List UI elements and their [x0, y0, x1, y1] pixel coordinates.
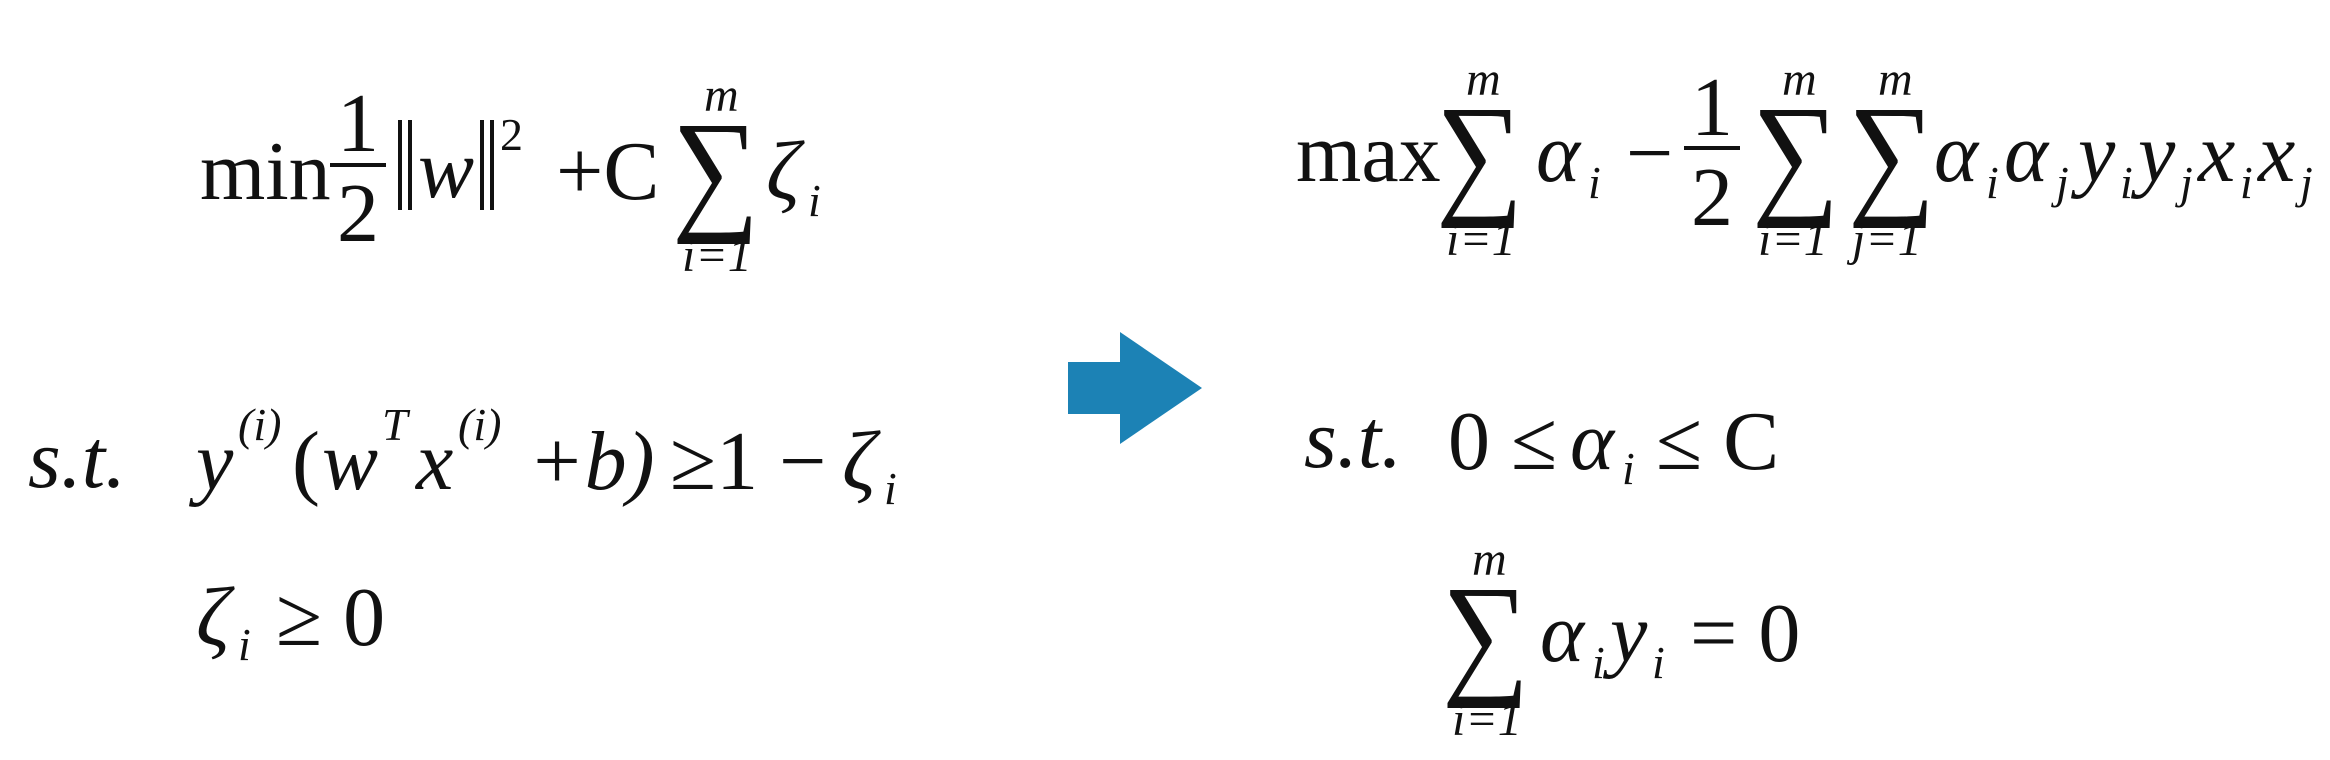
y-superscript: (i)	[238, 399, 282, 450]
geq-one-minus: ≥1 −	[670, 415, 827, 508]
leq-C: ≤ C	[1656, 395, 1780, 488]
half-numerator: 1	[337, 77, 379, 170]
alpha-c1-subscript: i	[1622, 443, 1635, 494]
right-arrow-icon	[1068, 332, 1202, 444]
open-paren: (	[292, 415, 320, 508]
c2-sum-lower-limit: i=1	[1452, 693, 1522, 746]
geq-zero: ≥ 0	[276, 571, 386, 664]
sigma-symbol-1: ∑	[1436, 79, 1524, 229]
term-x-j: x	[2258, 107, 2296, 200]
equals-zero: = 0	[1690, 587, 1801, 680]
sigma-symbol-c2: ∑	[1442, 559, 1530, 709]
fraction-bar	[330, 163, 386, 167]
zeta-subscript: i	[808, 175, 821, 226]
zeta-subscript-c1: i	[884, 463, 897, 514]
plus-b: +b)	[528, 415, 655, 508]
alpha-c2-subscript: i	[1592, 637, 1605, 688]
primal-st-label: s.t.	[28, 413, 127, 506]
c2-sum-upper-limit: m	[1472, 533, 1507, 586]
term-alpha-j-subscript: j	[2056, 157, 2069, 208]
norm-bar-left-1	[398, 120, 402, 210]
zeta-symbol: ζ	[766, 125, 801, 218]
term-alpha-i: α	[1934, 107, 1979, 200]
norm-bar-right-2	[490, 120, 494, 210]
alpha-c1: α	[1570, 395, 1615, 488]
half-denominator: 2	[337, 167, 379, 260]
term-x-i-subscript: i	[2240, 157, 2253, 208]
term-alpha-i-subscript: i	[1986, 157, 1999, 208]
dual-fraction-bar	[1684, 146, 1740, 150]
alpha-subscript: i	[1588, 157, 1601, 208]
weight-w: w	[322, 415, 379, 508]
transpose-superscript: T	[382, 399, 408, 450]
term-y-i-subscript: i	[2120, 157, 2133, 208]
y-c2: y	[1610, 587, 1648, 680]
sum2-lower-limit: i=1	[1758, 213, 1828, 266]
alpha-c2: α	[1540, 587, 1585, 680]
sum3-lower-limit: j=1	[1852, 213, 1922, 266]
label-y: y	[196, 415, 234, 508]
dual-st-label: s.t.	[1304, 393, 1403, 486]
term-x-i: x	[2198, 107, 2236, 200]
term-x-j-subscript: j	[2300, 157, 2313, 208]
sum-upper-limit: m	[704, 69, 739, 122]
minus-sign: −	[1626, 107, 1674, 200]
sigma-symbol: ∑	[672, 95, 760, 245]
zeta-symbol-c2: ζ	[196, 571, 231, 664]
sigma-symbol-3: ∑	[1848, 79, 1936, 229]
alpha-symbol: α	[1536, 107, 1581, 200]
zero-leq: 0 ≤	[1448, 395, 1558, 488]
sum3-upper-limit: m	[1878, 53, 1913, 106]
max-operator: max	[1296, 107, 1441, 200]
norm-bar-left-2	[408, 120, 412, 210]
sum1-upper-limit: m	[1466, 53, 1501, 106]
sigma-symbol-2: ∑	[1752, 79, 1840, 229]
y-c2-subscript: i	[1652, 637, 1665, 688]
plus-C: +C	[556, 125, 660, 218]
square-exponent: 2	[500, 109, 523, 160]
norm-bar-right-1	[480, 120, 484, 210]
dual-half-denominator: 2	[1691, 151, 1733, 244]
feature-x: x	[416, 415, 454, 508]
term-y-j-subscript: j	[2180, 157, 2193, 208]
term-y-i: y	[2078, 107, 2116, 200]
zeta-symbol-c1: ζ	[842, 415, 877, 508]
dual-half-numerator: 1	[1691, 61, 1733, 154]
zeta-subscript-c2: i	[238, 619, 251, 670]
term-y-j: y	[2138, 107, 2176, 200]
x-superscript: (i)	[458, 399, 502, 450]
sum2-upper-limit: m	[1782, 53, 1817, 106]
term-alpha-j: α	[2004, 107, 2049, 200]
sum-lower-limit: i=1	[682, 229, 752, 282]
sum1-lower-limit: i=1	[1446, 213, 1516, 266]
min-operator: min	[200, 125, 331, 218]
weight-vector: w	[418, 123, 475, 216]
